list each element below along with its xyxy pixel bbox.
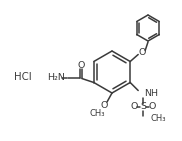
Text: H₂N: H₂N xyxy=(47,73,65,82)
Text: O: O xyxy=(100,101,108,110)
Text: O: O xyxy=(130,102,138,111)
Text: O: O xyxy=(77,61,84,70)
Text: HCl: HCl xyxy=(14,72,32,82)
Text: S: S xyxy=(140,102,146,111)
Text: O: O xyxy=(149,102,156,111)
Text: NH: NH xyxy=(144,89,158,98)
Text: CH₃: CH₃ xyxy=(150,114,166,123)
Text: CH₃: CH₃ xyxy=(89,109,105,117)
Text: O: O xyxy=(139,48,146,57)
